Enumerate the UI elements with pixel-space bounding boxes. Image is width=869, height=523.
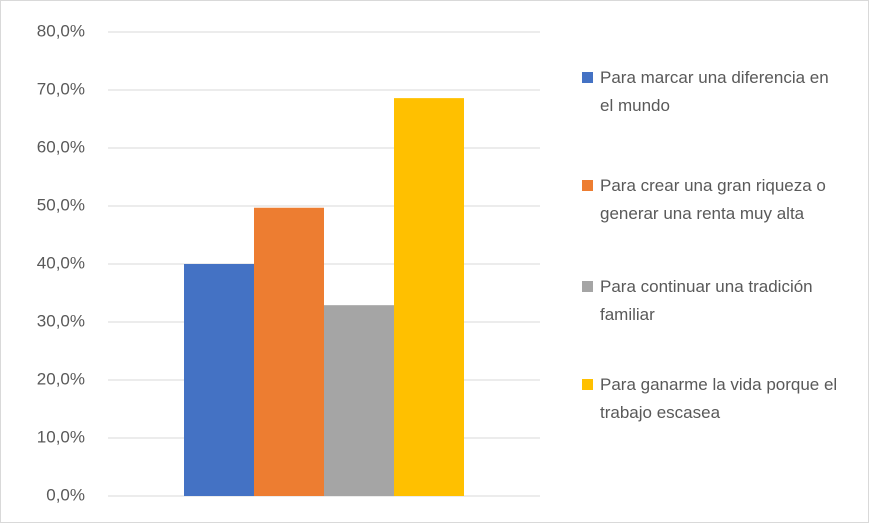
legend-label: Para crear una gran riqueza o generar un… bbox=[600, 176, 826, 223]
bar bbox=[254, 207, 324, 497]
y-tick-label: 50,0% bbox=[37, 195, 85, 214]
y-tick-label: 40,0% bbox=[37, 253, 85, 272]
legend-item: Para ganarme la vida porque el trabajo e… bbox=[582, 371, 845, 427]
legend-swatch bbox=[582, 379, 593, 390]
y-tick-label: 20,0% bbox=[37, 369, 85, 388]
bar bbox=[324, 305, 394, 496]
legend-item: Para marcar una diferencia en el mundo bbox=[582, 64, 845, 120]
legend-label: Para ganarme la vida porque el trabajo e… bbox=[600, 375, 838, 422]
y-tick-label: 10,0% bbox=[37, 427, 85, 446]
legend-swatch bbox=[582, 180, 593, 191]
y-tick-label: 30,0% bbox=[37, 311, 85, 330]
y-tick-label: 70,0% bbox=[37, 79, 85, 98]
y-tick-label: 0,0% bbox=[46, 485, 85, 504]
y-tick-label: 80,0% bbox=[37, 21, 85, 40]
legend-item: Para continuar una tradición familiar bbox=[582, 273, 845, 329]
y-tick-label: 60,0% bbox=[37, 137, 85, 156]
legend-item: Para crear una gran riqueza o generar un… bbox=[582, 172, 845, 228]
legend-label: Para marcar una diferencia en el mundo bbox=[600, 68, 829, 115]
bar bbox=[394, 98, 464, 497]
legend-label: Para continuar una tradición familiar bbox=[600, 277, 813, 324]
legend-swatch bbox=[582, 281, 593, 292]
legend-swatch bbox=[582, 72, 593, 83]
bar bbox=[184, 264, 254, 496]
